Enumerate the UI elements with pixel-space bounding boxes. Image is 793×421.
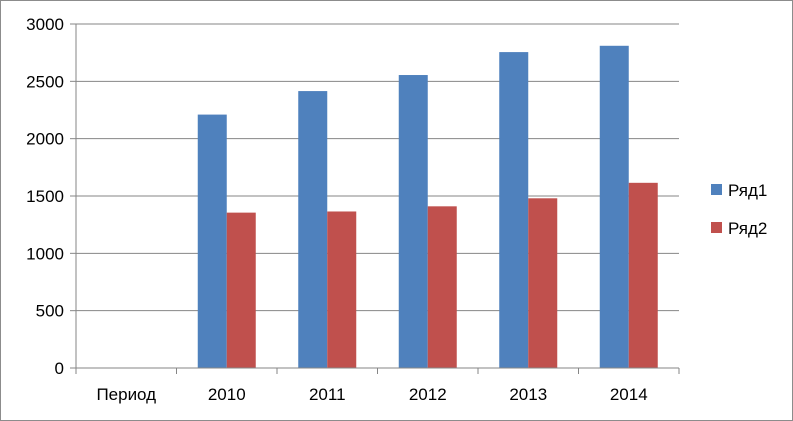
legend-swatch: [711, 184, 722, 195]
x-tick-label: 2011: [309, 385, 346, 404]
bar-2-2014: [628, 182, 658, 368]
x-tick-label: 2013: [509, 385, 547, 404]
x-tick-label: 2014: [610, 385, 648, 404]
bar-1-2013: [499, 52, 529, 369]
y-tick-label: 0: [55, 359, 64, 378]
y-tick-label: 1500: [26, 187, 64, 206]
bar-1-2010: [197, 114, 227, 368]
bar-1-2012: [398, 75, 428, 368]
y-axis-ticks: 0 500 1000 1500 2000 2500 3000: [26, 15, 76, 378]
x-axis-ticks: Период 2010 2011 2012 2013 2014: [75, 368, 680, 404]
x-tick-label: Период: [96, 385, 156, 404]
y-tick-label: 2000: [26, 130, 64, 149]
bar-1-2014: [599, 45, 629, 368]
y-tick-label: 2500: [26, 72, 64, 91]
legend-label: Ряд2: [728, 219, 767, 238]
legend: Ряд1 Ряд2: [711, 181, 767, 238]
y-tick-label: 1000: [26, 244, 64, 263]
bar-2-2012: [427, 206, 457, 368]
legend-swatch: [711, 222, 722, 233]
gridlines: [76, 23, 679, 312]
bar-2-2013: [528, 198, 558, 368]
bar-2-2011: [327, 211, 357, 368]
bar-1-2011: [298, 91, 328, 368]
x-tick-label: 2010: [208, 385, 246, 404]
legend-label: Ряд1: [728, 181, 767, 200]
y-tick-label: 500: [36, 302, 64, 321]
bar-2-2010: [226, 212, 256, 368]
bars: [197, 45, 658, 369]
x-tick-label: 2012: [409, 385, 447, 404]
y-tick-label: 3000: [26, 15, 64, 34]
